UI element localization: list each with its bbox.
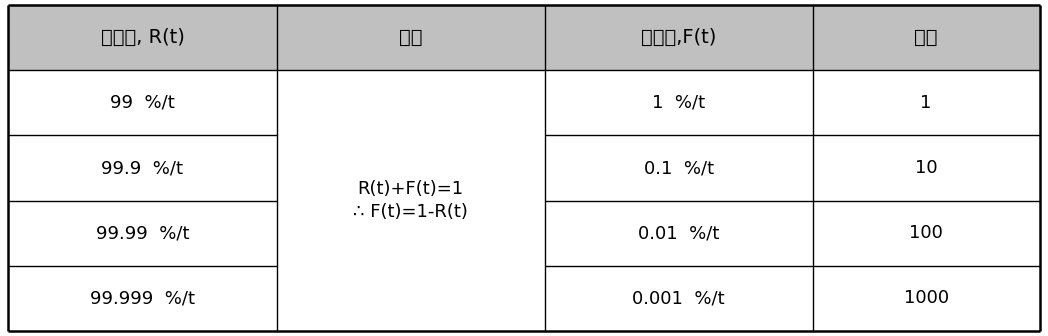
Bar — [277, 70, 545, 331]
Text: 100: 100 — [910, 224, 943, 242]
Text: 0.001  %/t: 0.001 %/t — [632, 289, 725, 307]
Bar — [813, 266, 1040, 331]
Text: 고장률,F(t): 고장률,F(t) — [641, 28, 717, 47]
Bar — [813, 201, 1040, 266]
Bar — [8, 266, 277, 331]
Bar — [8, 5, 277, 70]
Text: 10: 10 — [915, 159, 938, 177]
Text: 1: 1 — [920, 94, 932, 112]
Bar — [545, 201, 813, 266]
Bar — [8, 201, 277, 266]
Text: 1  %/t: 1 %/t — [652, 94, 705, 112]
Text: 99.99  %/t: 99.99 %/t — [95, 224, 190, 242]
Bar — [277, 5, 545, 70]
Bar — [8, 135, 277, 201]
Bar — [813, 135, 1040, 201]
Bar — [8, 70, 277, 135]
Bar — [545, 135, 813, 201]
Text: R(t)+F(t)=1
∴ F(t)=1-R(t): R(t)+F(t)=1 ∴ F(t)=1-R(t) — [353, 180, 468, 221]
Text: 신뢰도, R(t): 신뢰도, R(t) — [101, 28, 184, 47]
Text: 0.01  %/t: 0.01 %/t — [638, 224, 719, 242]
Text: 99.9  %/t: 99.9 %/t — [102, 159, 183, 177]
Bar — [813, 5, 1040, 70]
Text: 99.999  %/t: 99.999 %/t — [90, 289, 195, 307]
Text: 1000: 1000 — [903, 289, 948, 307]
Text: 배수: 배수 — [915, 28, 938, 47]
Text: 99  %/t: 99 %/t — [110, 94, 175, 112]
Bar — [545, 5, 813, 70]
Bar — [813, 70, 1040, 135]
Bar — [545, 266, 813, 331]
Bar — [545, 70, 813, 135]
Text: 환산: 환산 — [399, 28, 422, 47]
Text: 0.1  %/t: 0.1 %/t — [643, 159, 714, 177]
